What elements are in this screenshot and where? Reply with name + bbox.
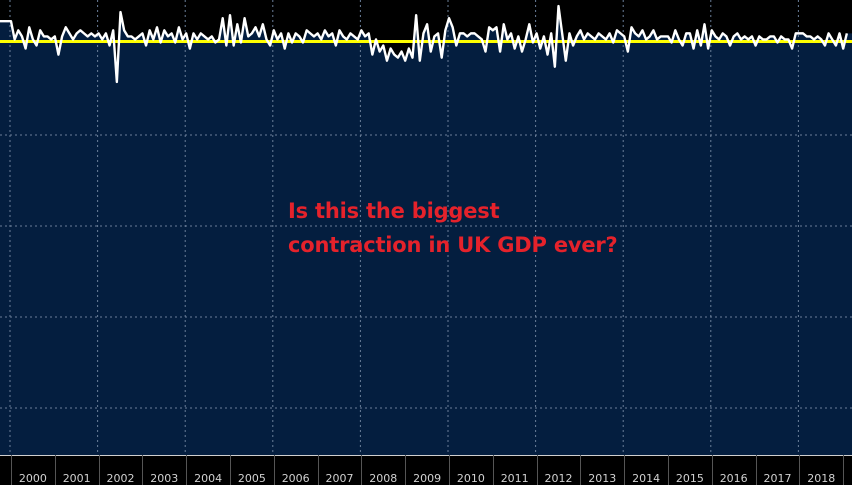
x-tick-label: 2003 [150, 472, 178, 485]
x-tick-label: 2000 [19, 472, 47, 485]
x-tick-label: 2012 [545, 472, 573, 485]
series-area-fill [0, 6, 852, 455]
x-axis: 2000 2001 2002 2003 2004 2005 2006 2007 2008 2009… [0, 455, 852, 485]
gridlines [0, 0, 852, 455]
x-tick-label: 2014 [632, 472, 660, 485]
x-tick-label: 2010 [457, 472, 485, 485]
x-tick-label: 2016 [720, 472, 748, 485]
x-tick-label: 2005 [238, 472, 266, 485]
x-tick-label: 2006 [282, 472, 310, 485]
x-tick-label: 2001 [63, 472, 91, 485]
x-tick-label: 2017 [764, 472, 792, 485]
x-tick-label: 2013 [588, 472, 616, 485]
x-tick-label: 2011 [501, 472, 529, 485]
x-tick-label: 2008 [369, 472, 397, 485]
x-tick-label: 2004 [194, 472, 222, 485]
chart-annotation: Is this the biggest contraction in UK GD… [288, 194, 618, 262]
annotation-line-2: contraction in UK GDP ever? [288, 233, 618, 257]
annotation-line-1: Is this the biggest [288, 199, 500, 223]
x-tick-label: 2015 [676, 472, 704, 485]
series-line-layer [0, 4, 849, 84]
x-tick-label: 2002 [107, 472, 135, 485]
x-tick-label: 2018 [807, 472, 835, 485]
series-area-layer [0, 6, 852, 455]
x-tick-label: 2009 [413, 472, 441, 485]
x-tick-label: 2007 [326, 472, 354, 485]
